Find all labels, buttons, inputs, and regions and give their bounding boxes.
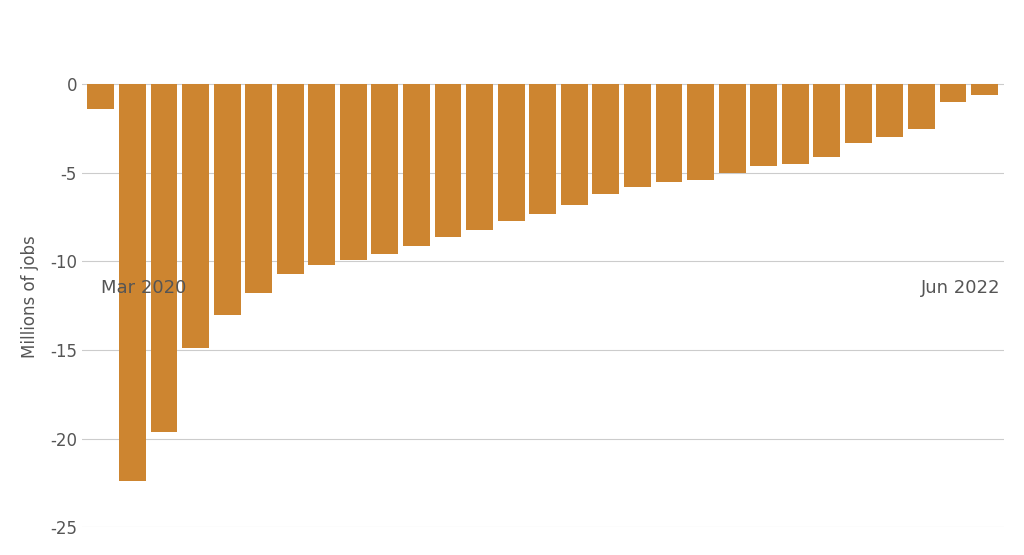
Bar xyxy=(687,84,714,180)
Bar xyxy=(372,84,398,254)
Bar xyxy=(561,84,588,205)
Bar xyxy=(593,84,620,194)
Y-axis label: Millions of jobs: Millions of jobs xyxy=(20,235,39,359)
Bar xyxy=(813,84,840,157)
Bar xyxy=(781,84,809,164)
Bar xyxy=(940,84,967,102)
Bar xyxy=(308,84,335,265)
Bar xyxy=(182,84,209,349)
Bar xyxy=(276,84,304,274)
Bar xyxy=(529,84,556,214)
Bar xyxy=(466,84,493,230)
Bar xyxy=(151,84,177,432)
Text: Mar 2020: Mar 2020 xyxy=(100,279,186,297)
Text: Jun 2022: Jun 2022 xyxy=(921,279,1000,297)
Bar xyxy=(877,84,903,138)
Bar xyxy=(403,84,430,245)
Bar xyxy=(340,84,367,260)
Bar xyxy=(214,84,241,315)
Bar xyxy=(908,84,935,129)
Bar xyxy=(751,84,777,166)
Bar xyxy=(719,84,745,173)
Bar xyxy=(845,84,871,143)
Bar xyxy=(87,84,115,109)
Bar xyxy=(624,84,651,187)
Bar xyxy=(655,84,682,182)
Bar xyxy=(971,84,998,95)
Bar xyxy=(498,84,524,221)
Bar xyxy=(246,84,272,294)
Bar xyxy=(119,84,145,481)
Bar xyxy=(434,84,462,236)
